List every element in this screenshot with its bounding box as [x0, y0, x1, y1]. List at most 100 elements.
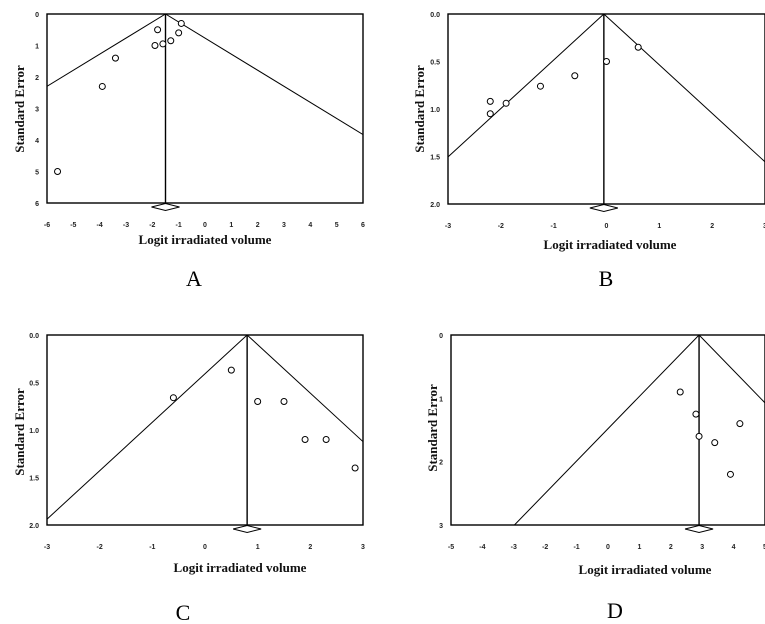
x-tick-label: 2: [710, 223, 714, 230]
y-tick-label: 3: [35, 107, 39, 114]
funnel-lines: [514, 335, 765, 525]
x-tick-label: 1: [256, 544, 260, 551]
study-point: [603, 58, 610, 65]
y-tick-label: 6: [35, 201, 39, 208]
panel-label: C: [176, 600, 191, 624]
x-tick-label: -5: [70, 222, 76, 229]
y-tick-label: 2: [439, 460, 443, 467]
pooled-diamond: [151, 202, 180, 212]
pooled-diamond: [233, 524, 262, 534]
funnel-left-line: [47, 335, 248, 520]
study-point: [167, 37, 175, 45]
x-tick-label: -1: [149, 544, 155, 551]
x-tick-label: 3: [361, 544, 365, 551]
x-tick-label: 3: [700, 544, 704, 551]
study-point: [736, 420, 744, 428]
x-tick-label: -3: [123, 222, 129, 229]
study-point: [175, 29, 183, 37]
study-point: [54, 168, 62, 175]
study-point: [154, 26, 162, 34]
plot-frame: [447, 13, 765, 205]
study-point: [111, 54, 119, 62]
x-tick-label: -3: [445, 223, 451, 230]
funnel-left-line: [47, 14, 166, 87]
funnel-plot-a: Standard Error Logit irradiated volume A…: [12, 12, 365, 291]
funnel-right-line: [246, 335, 363, 443]
study-point: [227, 366, 235, 374]
study-point: [159, 40, 167, 48]
x-tick-label: 3: [763, 223, 765, 230]
y-tick-label: 5: [35, 170, 39, 177]
x-tick-label: 1: [637, 544, 641, 551]
x-tick-label: 5: [335, 222, 339, 229]
x-tick-label: -3: [511, 544, 517, 551]
x-tick-label: -2: [542, 544, 548, 551]
x-tick-label: -1: [551, 223, 557, 230]
y-axis-label: Standard Error: [425, 384, 440, 472]
x-tick-label: -1: [573, 544, 579, 551]
y-tick-label: 1: [35, 44, 39, 51]
study-point: [151, 42, 159, 49]
funnel-right-line: [698, 335, 765, 404]
x-tick-label: -2: [149, 222, 155, 229]
study-point: [486, 110, 494, 118]
y-tick-label: 3: [439, 523, 443, 530]
funnel-left-line: [448, 14, 605, 158]
study-point: [695, 432, 703, 440]
study-point: [571, 72, 579, 80]
x-axis-label: Logit irradiated volume: [544, 237, 677, 252]
y-tick-label: 0.0: [430, 12, 440, 19]
study-point: [351, 464, 359, 472]
x-tick-label: -3: [44, 544, 50, 551]
x-tick-label: 2: [308, 544, 312, 551]
y-tick-label: 1.5: [29, 476, 39, 483]
pooled-diamond: [684, 524, 714, 534]
pooled-diamond: [589, 203, 618, 213]
panel-label: A: [186, 266, 202, 291]
plot-frame: [46, 334, 364, 526]
funnel-left-line: [514, 335, 700, 525]
x-tick-label: -1: [176, 222, 182, 229]
x-tick-label: 2: [669, 544, 673, 551]
study-point: [301, 436, 309, 443]
plot-frame: [46, 13, 364, 204]
x-tick-label: 1: [657, 223, 661, 230]
funnel-plot-b: Standard Error Logit irradiated volume B…: [412, 12, 765, 291]
y-tick-label: 2.0: [430, 202, 440, 209]
y-tick-label: 0: [439, 333, 443, 340]
funnel-lines: [47, 14, 363, 136]
x-tick-label: 0: [605, 223, 609, 230]
x-axis-label: Logit irradiated volume: [174, 560, 307, 575]
study-point: [280, 398, 288, 405]
y-tick-label: 0.5: [430, 60, 440, 67]
x-tick-label: 1: [229, 222, 233, 229]
panel-label: D: [607, 598, 623, 623]
x-tick-label: 4: [732, 544, 736, 551]
study-point: [676, 388, 684, 396]
x-axis-label: Logit irradiated volume: [579, 562, 712, 577]
x-tick-label: -2: [97, 544, 103, 551]
x-tick-label: 4: [308, 222, 312, 229]
study-point: [98, 82, 106, 90]
y-tick-label: 4: [35, 138, 39, 145]
funnel-lines: [47, 335, 363, 520]
study-point: [322, 436, 330, 443]
x-tick-label: 2: [256, 222, 260, 229]
x-tick-label: -4: [97, 222, 103, 229]
x-tick-label: -4: [479, 544, 485, 551]
funnel-plot-d: Standard Error Logit irradiated volume D…: [425, 333, 765, 623]
y-axis-label: Standard Error: [412, 65, 427, 153]
plot-frame: [450, 334, 765, 526]
study-point: [536, 82, 544, 90]
x-tick-label: 0: [203, 222, 207, 229]
x-tick-label: 5: [763, 544, 765, 551]
study-point: [169, 394, 177, 402]
study-point: [486, 97, 494, 105]
funnel-right-line: [165, 14, 363, 136]
y-tick-label: 2: [35, 75, 39, 82]
study-point: [711, 439, 719, 447]
x-tick-label: 6: [361, 222, 365, 229]
x-tick-label: -2: [498, 223, 504, 230]
funnel-right-line: [603, 14, 765, 163]
